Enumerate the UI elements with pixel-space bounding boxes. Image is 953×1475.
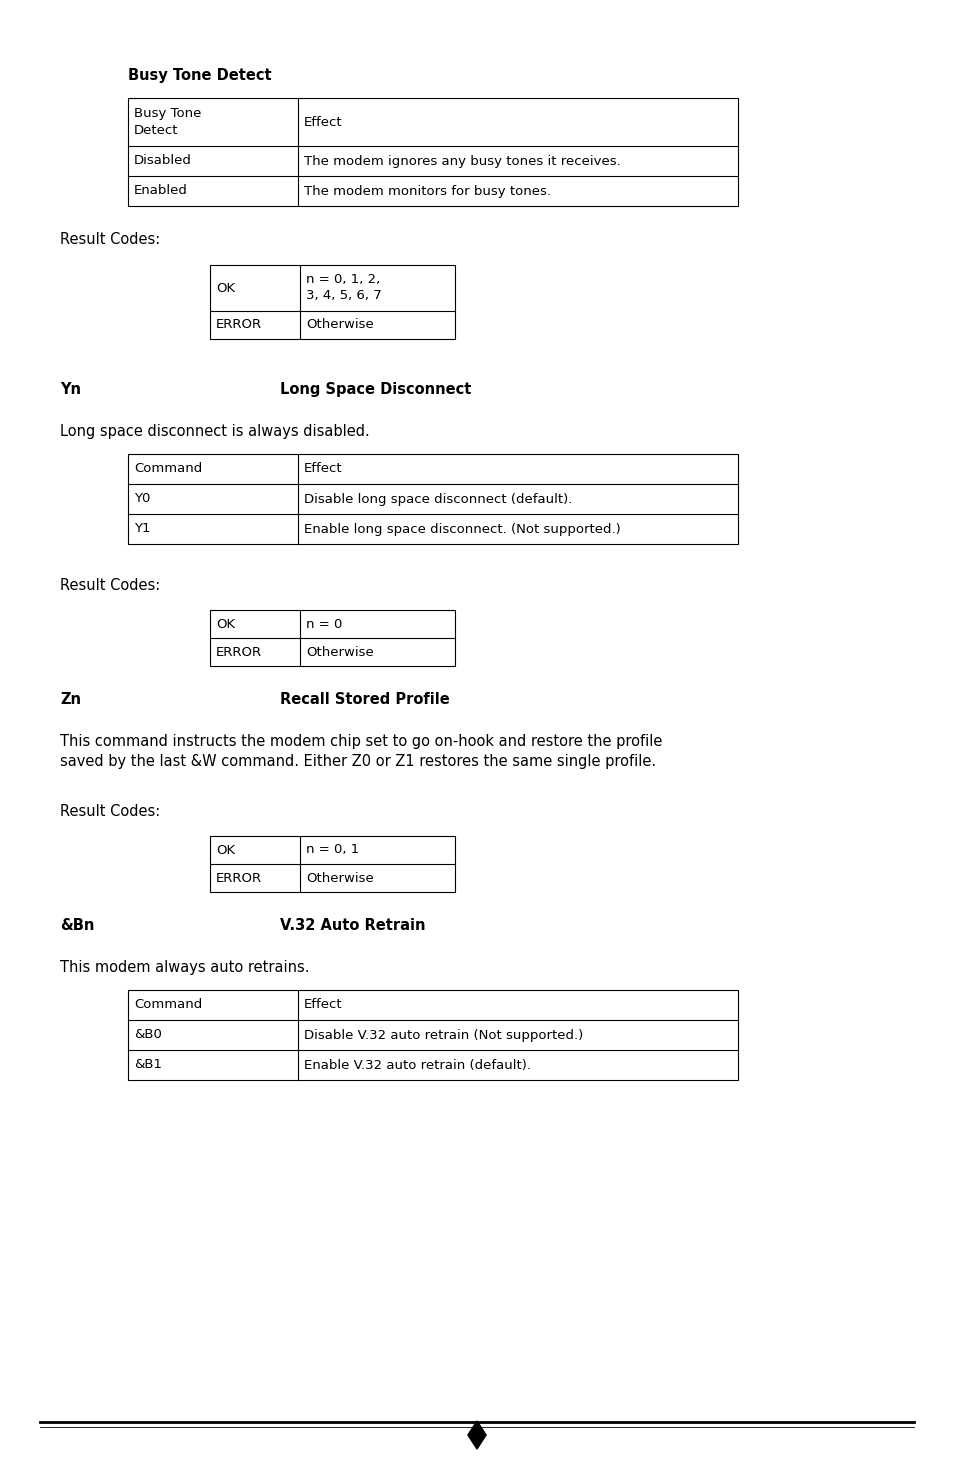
Text: Result Codes:: Result Codes:: [60, 232, 160, 246]
Text: ERROR: ERROR: [215, 319, 262, 332]
Bar: [210, 266, 455, 339]
Text: Result Codes:: Result Codes:: [60, 804, 160, 819]
Text: n = 0: n = 0: [306, 618, 342, 630]
Text: ERROR: ERROR: [215, 872, 262, 885]
Text: Disable long space disconnect (default).: Disable long space disconnect (default).: [304, 493, 572, 506]
Text: OK: OK: [215, 844, 234, 857]
Text: Effect: Effect: [304, 463, 342, 475]
Text: Enable V.32 auto retrain (default).: Enable V.32 auto retrain (default).: [304, 1059, 531, 1071]
Text: OK: OK: [215, 618, 234, 630]
Text: &B0: &B0: [133, 1028, 162, 1041]
Text: Enable long space disconnect. (Not supported.): Enable long space disconnect. (Not suppo…: [304, 522, 620, 535]
Polygon shape: [467, 1420, 486, 1448]
Text: Command: Command: [133, 463, 202, 475]
Text: Disabled: Disabled: [133, 155, 192, 168]
Text: Disable V.32 auto retrain (Not supported.): Disable V.32 auto retrain (Not supported…: [304, 1028, 582, 1041]
Text: n = 0, 1, 2,
3, 4, 5, 6, 7: n = 0, 1, 2, 3, 4, 5, 6, 7: [306, 273, 381, 302]
Text: OK: OK: [215, 282, 234, 295]
Text: Recall Stored Profile: Recall Stored Profile: [280, 692, 449, 707]
Text: Otherwise: Otherwise: [306, 872, 374, 885]
Text: Result Codes:: Result Codes:: [60, 578, 160, 593]
Text: Otherwise: Otherwise: [306, 646, 374, 658]
Text: Command: Command: [133, 999, 202, 1012]
Bar: [128, 990, 738, 1080]
Text: Effect: Effect: [304, 115, 342, 128]
Text: The modem monitors for busy tones.: The modem monitors for busy tones.: [304, 184, 551, 198]
Text: Y0: Y0: [133, 493, 151, 506]
Text: Yn: Yn: [60, 382, 81, 397]
Text: &Bn: &Bn: [60, 917, 94, 934]
Text: The modem ignores any busy tones it receives.: The modem ignores any busy tones it rece…: [304, 155, 620, 168]
Bar: [128, 454, 738, 544]
Text: Effect: Effect: [304, 999, 342, 1012]
Bar: [128, 97, 738, 207]
Text: Busy Tone Detect: Busy Tone Detect: [128, 68, 272, 83]
Bar: [210, 611, 455, 667]
Text: This command instructs the modem chip set to go on-hook and restore the profile
: This command instructs the modem chip se…: [60, 735, 661, 768]
Text: This modem always auto retrains.: This modem always auto retrains.: [60, 960, 309, 975]
Text: Busy Tone
Detect: Busy Tone Detect: [133, 108, 201, 137]
Text: Long space disconnect is always disabled.: Long space disconnect is always disabled…: [60, 423, 370, 440]
Bar: [210, 836, 455, 892]
Text: Otherwise: Otherwise: [306, 319, 374, 332]
Text: n = 0, 1: n = 0, 1: [306, 844, 359, 857]
Text: Zn: Zn: [60, 692, 81, 707]
Text: V.32 Auto Retrain: V.32 Auto Retrain: [280, 917, 425, 934]
Text: Enabled: Enabled: [133, 184, 188, 198]
Text: &B1: &B1: [133, 1059, 162, 1071]
Text: Long Space Disconnect: Long Space Disconnect: [280, 382, 471, 397]
Text: Y1: Y1: [133, 522, 151, 535]
Text: ERROR: ERROR: [215, 646, 262, 658]
